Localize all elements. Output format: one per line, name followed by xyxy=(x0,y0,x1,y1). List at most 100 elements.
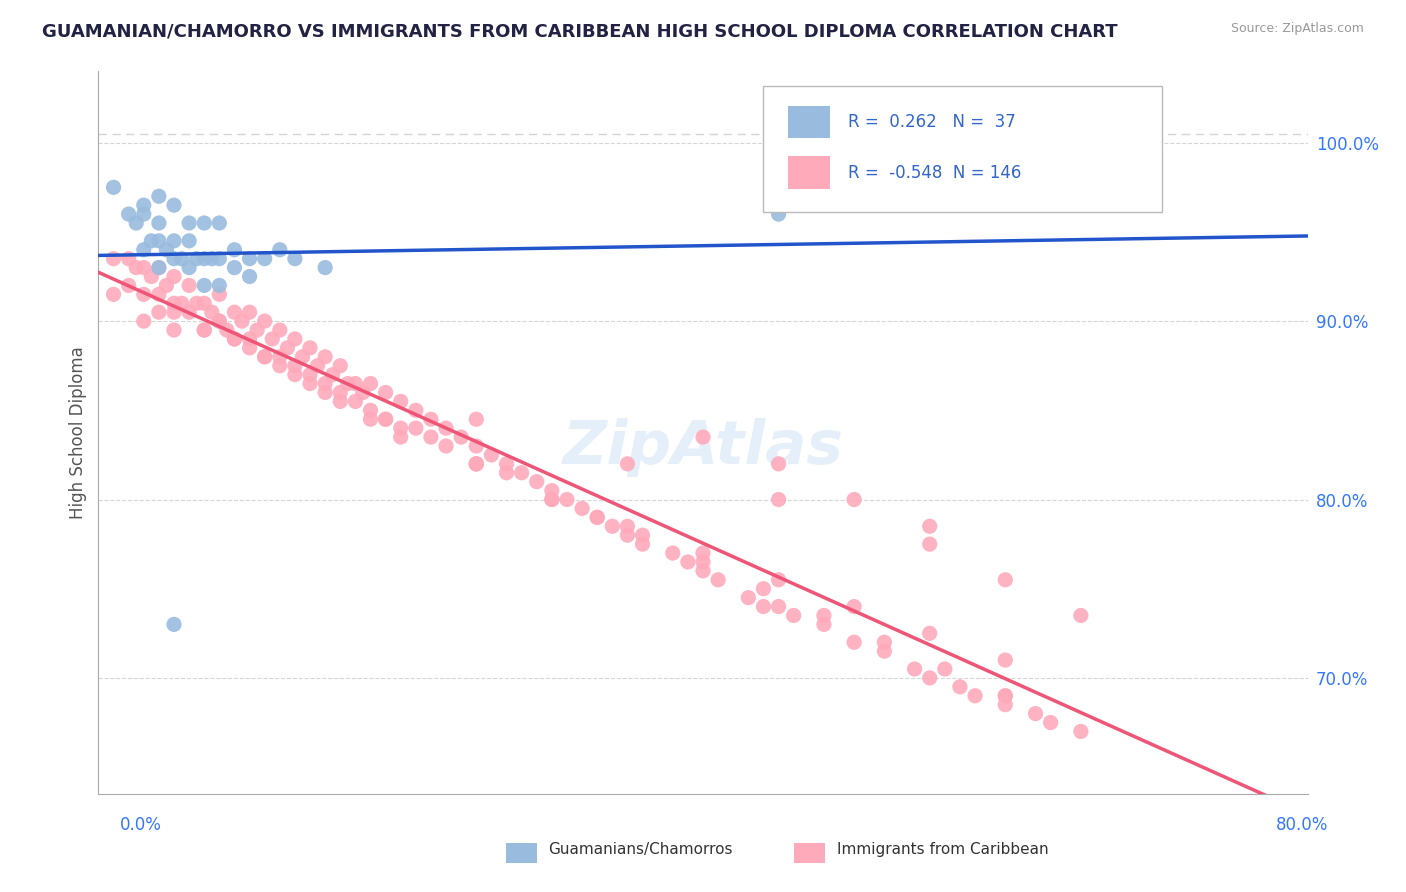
Point xyxy=(994,653,1017,667)
Point xyxy=(813,617,835,632)
Point xyxy=(239,269,262,284)
Point xyxy=(352,385,374,400)
Point xyxy=(692,555,714,569)
Point xyxy=(118,252,141,266)
Point xyxy=(269,350,291,364)
Point xyxy=(994,573,1017,587)
Point xyxy=(299,376,322,391)
Point xyxy=(224,243,246,257)
Point xyxy=(163,323,186,337)
Point xyxy=(125,216,148,230)
Point xyxy=(224,332,246,346)
Point xyxy=(420,430,443,444)
Point xyxy=(253,252,276,266)
Point xyxy=(586,510,609,524)
Point xyxy=(155,278,177,293)
Point xyxy=(918,671,941,685)
Point xyxy=(336,376,359,391)
Point xyxy=(389,421,412,435)
Point xyxy=(193,323,215,337)
Point xyxy=(193,252,215,266)
Point xyxy=(329,385,352,400)
Point xyxy=(434,421,457,435)
Point xyxy=(208,216,231,230)
Point xyxy=(904,662,927,676)
Point xyxy=(631,528,654,542)
Point xyxy=(186,252,208,266)
Text: 80.0%: 80.0% xyxy=(1277,816,1329,834)
Point xyxy=(555,492,578,507)
Point xyxy=(291,350,314,364)
Text: GUAMANIAN/CHAMORRO VS IMMIGRANTS FROM CARIBBEAN HIGH SCHOOL DIPLOMA CORRELATION : GUAMANIAN/CHAMORRO VS IMMIGRANTS FROM CA… xyxy=(42,22,1118,40)
Point xyxy=(844,492,866,507)
Bar xyxy=(787,156,830,189)
Point xyxy=(918,537,941,551)
Point xyxy=(239,305,262,319)
Point xyxy=(844,599,866,614)
Point xyxy=(193,296,215,310)
Point xyxy=(602,519,624,533)
Point xyxy=(510,466,533,480)
Point xyxy=(1070,724,1092,739)
Point xyxy=(132,314,155,328)
Point xyxy=(360,403,382,417)
Point xyxy=(526,475,548,489)
Point xyxy=(768,599,790,614)
Point xyxy=(118,278,141,293)
Point xyxy=(540,483,562,498)
Point xyxy=(768,457,790,471)
Point xyxy=(163,296,186,310)
Point xyxy=(314,350,336,364)
Point xyxy=(495,466,517,480)
Point xyxy=(208,287,231,301)
Point xyxy=(465,457,488,471)
Point xyxy=(631,537,654,551)
Point xyxy=(239,332,262,346)
Point xyxy=(434,439,457,453)
Point xyxy=(314,260,336,275)
Point xyxy=(103,287,125,301)
Point xyxy=(465,457,488,471)
Point xyxy=(163,198,186,212)
Point xyxy=(752,582,775,596)
Point xyxy=(616,519,638,533)
Point xyxy=(239,252,262,266)
Point xyxy=(768,573,790,587)
Point xyxy=(495,457,517,471)
Point xyxy=(692,430,714,444)
Point xyxy=(148,305,170,319)
Point xyxy=(284,252,307,266)
Bar xyxy=(787,105,830,138)
Point xyxy=(163,234,186,248)
Point xyxy=(465,439,488,453)
Point xyxy=(307,359,329,373)
Point xyxy=(586,510,609,524)
Point xyxy=(994,698,1017,712)
Point xyxy=(224,305,246,319)
Point xyxy=(163,305,186,319)
Point xyxy=(329,394,352,409)
Point xyxy=(148,234,170,248)
Point xyxy=(253,314,276,328)
Point xyxy=(269,323,291,337)
Point xyxy=(163,617,186,632)
Point xyxy=(246,323,269,337)
Point xyxy=(676,555,699,569)
Point xyxy=(132,207,155,221)
Point xyxy=(405,403,427,417)
Point xyxy=(450,430,472,444)
Point xyxy=(465,412,488,426)
Text: Immigrants from Caribbean: Immigrants from Caribbean xyxy=(837,842,1049,856)
Point xyxy=(103,180,125,194)
Point xyxy=(299,341,322,355)
Point xyxy=(193,216,215,230)
Point xyxy=(148,216,170,230)
Point xyxy=(118,207,141,221)
Point xyxy=(405,421,427,435)
Point xyxy=(141,234,163,248)
Point xyxy=(844,635,866,649)
Point xyxy=(994,689,1017,703)
Point xyxy=(374,412,396,426)
Point xyxy=(299,368,322,382)
Point xyxy=(344,376,367,391)
